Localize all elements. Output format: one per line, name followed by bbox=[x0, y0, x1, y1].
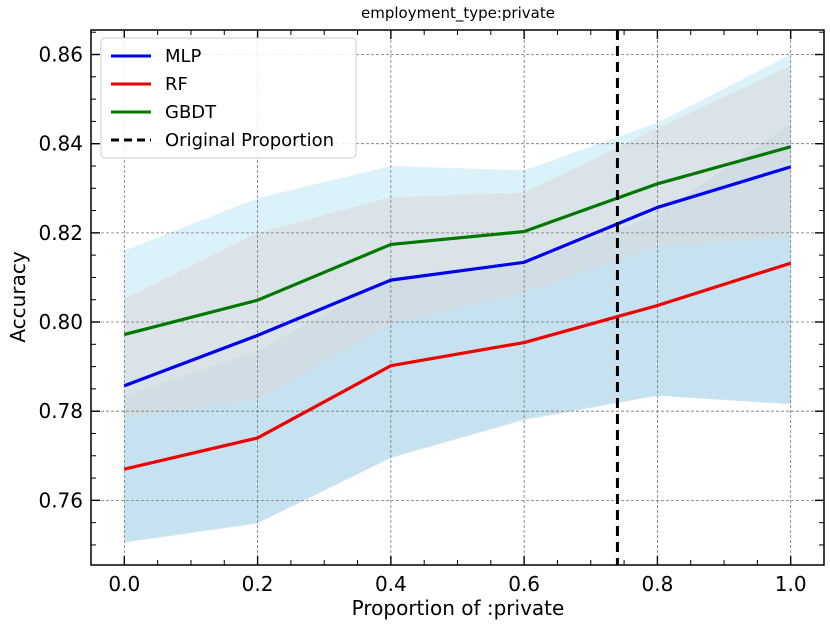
x-tick-label: 0.6 bbox=[508, 572, 540, 596]
x-tick-label: 1.0 bbox=[775, 572, 807, 596]
y-tick-label: 0.80 bbox=[38, 310, 83, 334]
x-tick-label: 0.2 bbox=[242, 572, 274, 596]
legend-box bbox=[100, 37, 357, 159]
series-line-mlp bbox=[123, 165, 792, 388]
legend: MLP RF GBDT Original Proportion bbox=[100, 37, 357, 159]
x-tick-label: 0.4 bbox=[375, 572, 407, 596]
chart-title: employment_type:private bbox=[361, 4, 555, 23]
y-tick-label: 0.76 bbox=[38, 488, 83, 512]
series-lines bbox=[123, 145, 792, 471]
y-axis-label: Accuracy bbox=[6, 251, 30, 342]
legend-label: MLP bbox=[165, 46, 202, 67]
x-axis-label: Proportion of :private bbox=[352, 596, 565, 620]
band-gbdt bbox=[124, 65, 791, 418]
legend-label: GBDT bbox=[165, 102, 217, 123]
legend-label: Original Proportion bbox=[165, 130, 334, 151]
y-tick-label: 0.86 bbox=[38, 43, 83, 67]
y-tick-label: 0.78 bbox=[38, 399, 83, 423]
y-tick-labels: 0.76 0.78 0.80 0.82 0.84 0.86 bbox=[38, 43, 83, 513]
series-line-gbdt bbox=[123, 145, 792, 337]
y-tick-label: 0.82 bbox=[38, 221, 83, 245]
x-tick-label: 0.8 bbox=[642, 572, 674, 596]
legend-label: RF bbox=[165, 74, 188, 95]
x-tick-label: 0.0 bbox=[108, 572, 140, 596]
x-tick-labels: 0.0 0.2 0.4 0.6 0.8 1.0 bbox=[108, 572, 806, 596]
series-line-rf bbox=[123, 261, 792, 471]
y-tick-label: 0.84 bbox=[38, 132, 83, 156]
axis-ticks bbox=[90, 30, 825, 565]
